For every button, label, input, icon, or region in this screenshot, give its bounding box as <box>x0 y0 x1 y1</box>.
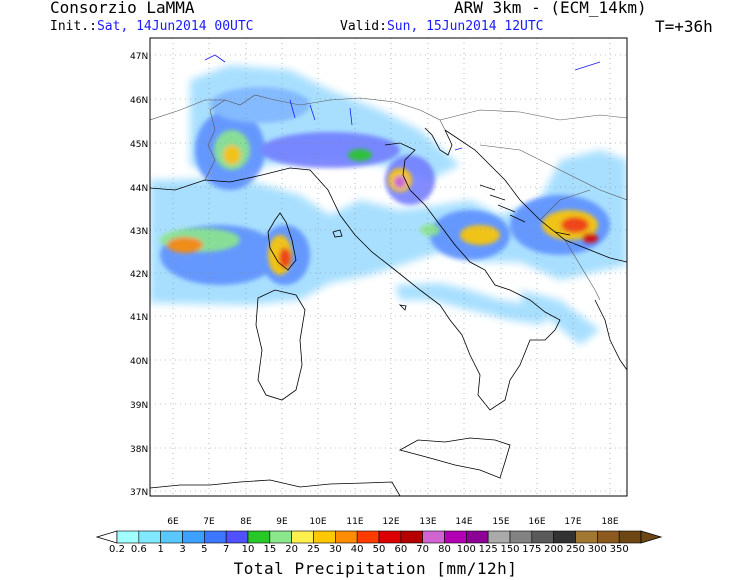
colorbar-tick-label: 300 <box>587 544 607 555</box>
colorbar-tick-label: 70 <box>416 544 430 555</box>
colorbar-tick-label: 175 <box>522 544 542 555</box>
colorbar-under-arrow <box>95 530 118 544</box>
lat-label: 43N <box>130 227 148 237</box>
valid-label: Valid: <box>340 19 387 34</box>
lon-label: 17E <box>564 517 581 527</box>
lon-label: 18E <box>601 517 618 527</box>
colorbar <box>95 530 663 544</box>
colorbar-swatch <box>400 530 423 544</box>
lon-label: 9E <box>276 517 288 527</box>
lat-axis: 47N 46N 45N 44N 43N 42N 41N 40N 39N 38N … <box>130 52 148 498</box>
colorbar-labels: 0.2 0.6 1 3 5 7 10 15 20 25 30 40 50 60 70 80 100 125 150 1… <box>0 544 751 556</box>
colorbar-swatch <box>335 530 358 544</box>
colorbar-swatch <box>269 530 292 544</box>
lon-axis: 6E 7E 8E 9E 10E 11E 12E 13E 14E 15E 16E … <box>167 517 619 527</box>
lon-label: 14E <box>455 517 472 527</box>
valid-value: Sun, 15Jun2014 12UTC <box>386 19 544 34</box>
lon-label: 15E <box>492 517 509 527</box>
colorbar-swatch <box>225 530 249 544</box>
init-time: Init.:Sat, 14Jun2014 00UTC <box>50 19 254 34</box>
colorbar-tick-label: 80 <box>438 544 451 555</box>
colorbar-swatch <box>247 530 271 544</box>
lat-label: 39N <box>130 401 148 411</box>
colorbar-swatch <box>487 530 511 544</box>
colorbar-tick-label: 250 <box>565 544 586 555</box>
colorbar-swatch <box>356 530 380 544</box>
lat-label: 46N <box>130 96 148 106</box>
colorbar-swatch <box>531 530 554 544</box>
lon-label: 8E <box>240 517 252 527</box>
lon-label: 12E <box>382 517 399 527</box>
valid-time: Valid:Sun, 15Jun2014 12UTC <box>340 19 544 34</box>
colorbar-swatch <box>378 530 402 544</box>
colorbar-tick-label: 0.6 <box>130 544 147 555</box>
precipitation-map: 47N 46N 45N 44N 43N 42N 41N 40N 39N 38N … <box>95 37 663 544</box>
colorbar-tick-label: 3 <box>179 544 186 555</box>
colorbar-swatch <box>553 530 576 544</box>
map-border <box>149 37 628 497</box>
colorbar-swatch <box>444 530 467 544</box>
colorbar-over-arrow <box>640 530 663 544</box>
colorbar-swatch <box>138 530 161 544</box>
colorbar-tick-label: 350 <box>609 544 629 555</box>
colorbar-tick-label: 30 <box>328 544 342 555</box>
colorbar-swatch <box>182 530 205 544</box>
colorbar-swatch <box>160 530 183 544</box>
colorbar-tick-label: 0.2 <box>109 544 125 555</box>
precip-heavy <box>160 130 598 275</box>
colorbar-tick-label: 15 <box>263 544 277 555</box>
lon-label: 11E <box>346 517 363 527</box>
lon-label: 6E <box>167 517 179 527</box>
lat-label: 41N <box>130 313 148 323</box>
lat-label: 47N <box>130 52 148 62</box>
colorbar-tick-label: 50 <box>372 544 386 555</box>
colorbar-tick-label: 40 <box>350 544 364 555</box>
lead-time: T=+36h <box>655 17 713 36</box>
colorbar-tick-label: 7 <box>222 544 230 555</box>
colorbar-swatch <box>204 530 227 544</box>
init-label: Init.: <box>50 19 97 34</box>
colorbar-swatch <box>291 530 314 544</box>
colorbar-tick-label: 25 <box>307 544 320 555</box>
lon-label: 16E <box>528 517 545 527</box>
lat-label: 45N <box>130 140 148 150</box>
lat-label: 38N <box>130 445 148 455</box>
model-title: ARW 3km - (ECM_14km) <box>454 0 647 17</box>
lon-label: 13E <box>419 517 436 527</box>
colorbar-tick-label: 150 <box>500 544 520 555</box>
coastlines <box>150 127 627 496</box>
org-title: Consorzio LaMMA <box>50 0 195 17</box>
colorbar-title: Total Precipitation [mm/12h] <box>233 559 518 578</box>
map-layers <box>150 38 627 496</box>
lat-label: 44N <box>130 184 148 194</box>
colorbar-tick-label: 10 <box>241 544 255 555</box>
colorbar-tick-label: 1 <box>157 544 164 555</box>
colorbar-tick-label: 200 <box>544 544 564 555</box>
colorbar-swatch <box>466 530 489 544</box>
lat-label: 40N <box>130 357 148 367</box>
colorbar-tick-label: 100 <box>456 544 476 555</box>
colorbar-tick-label: 125 <box>478 544 498 555</box>
colorbar-swatch <box>618 530 642 544</box>
lon-label: 10E <box>309 517 326 527</box>
colorbar-swatch <box>116 530 140 544</box>
lat-label: 42N <box>130 270 148 280</box>
colorbar-tick-label: 20 <box>285 544 299 555</box>
colorbar-swatch <box>575 530 598 544</box>
colorbar-swatch <box>313 530 336 544</box>
init-value: Sat, 14Jun2014 00UTC <box>96 19 254 34</box>
colorbar-swatch <box>597 530 620 544</box>
colorbar-tick-label: 60 <box>394 544 408 555</box>
lon-label: 7E <box>203 517 215 527</box>
colorbar-swatch <box>509 530 533 544</box>
borders <box>150 94 627 301</box>
colorbar-swatch <box>422 530 445 544</box>
lat-label: 37N <box>130 488 148 498</box>
colorbar-tick-label: 5 <box>201 544 208 555</box>
